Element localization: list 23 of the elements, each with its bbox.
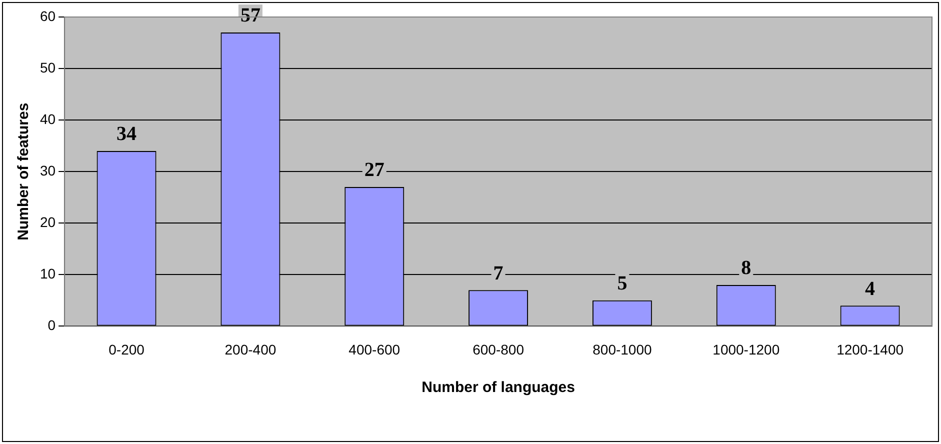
data-label: 57	[240, 4, 260, 27]
y-tick-label: 30	[40, 162, 56, 178]
y-axis-title: Number of features	[15, 102, 32, 240]
y-tick-label: 60	[40, 8, 56, 24]
data-label: 7	[493, 262, 504, 284]
data-label: 5	[617, 272, 628, 295]
data-label: 4	[865, 278, 876, 300]
y-tick-label: 20	[40, 214, 56, 230]
x-tick-label: 200-400	[224, 341, 276, 358]
data-label: 27	[364, 159, 384, 182]
x-tick-label: 800-1000	[592, 341, 652, 358]
x-tick-label: 0-200	[108, 341, 145, 358]
y-tick-label: 10	[40, 266, 56, 282]
data-label: 34	[116, 123, 137, 146]
x-tick-label: 1200-1400	[836, 341, 904, 358]
y-tick-label: 40	[40, 110, 56, 127]
y-tick-label: 0	[48, 317, 56, 334]
data-label: 8	[741, 257, 752, 280]
x-tick-label: 1000-1200	[712, 341, 780, 358]
x-tick-label: 600-800	[472, 341, 524, 358]
y-tick-label: 50	[40, 59, 56, 76]
x-tick-label: 400-600	[348, 341, 400, 358]
x-axis-title: Number of languages	[422, 379, 575, 396]
